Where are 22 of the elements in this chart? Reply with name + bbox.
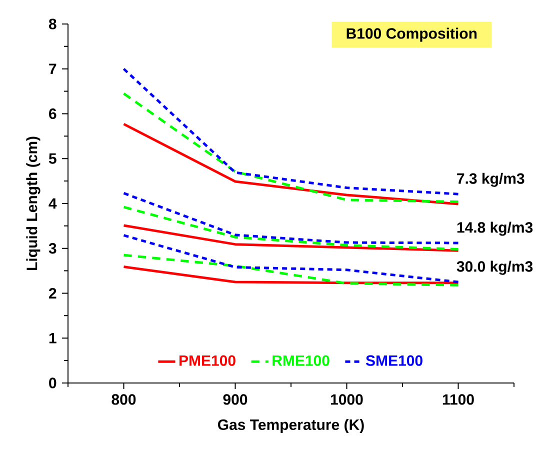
x-tick-label: 1100	[442, 394, 474, 405]
annotation: 30.0 kg/m3	[456, 260, 533, 275]
x-tick-label: 1000	[331, 394, 363, 405]
x-tick-label: 800	[112, 394, 136, 405]
legend-label: SME100	[366, 355, 422, 366]
annotation: 14.8 kg/m3	[457, 222, 533, 236]
y-tick-label: 4	[48, 198, 57, 209]
legend-label: PME100	[180, 355, 236, 366]
y-tick-label: 7	[49, 64, 56, 74]
x-axis-title: Gas Temperature (K)	[218, 419, 364, 433]
y-tick-label: 8	[48, 18, 56, 30]
annotation: 7.3 kg/m3	[457, 172, 524, 187]
y-tick-label: 2	[48, 288, 56, 298]
y-tick-label: 5	[48, 153, 56, 164]
y-tick-label: 3	[48, 243, 56, 254]
x-tick-label: 900	[223, 394, 248, 405]
y-tick-label: 0	[49, 378, 56, 388]
legend-label: RME100	[272, 355, 330, 366]
y-tick-label: 6	[49, 108, 56, 120]
y-tick-label: 1	[49, 332, 56, 344]
y-axis-title: Liquid Length (cm)	[26, 136, 40, 270]
chart-title: B100 Composition	[346, 28, 477, 42]
